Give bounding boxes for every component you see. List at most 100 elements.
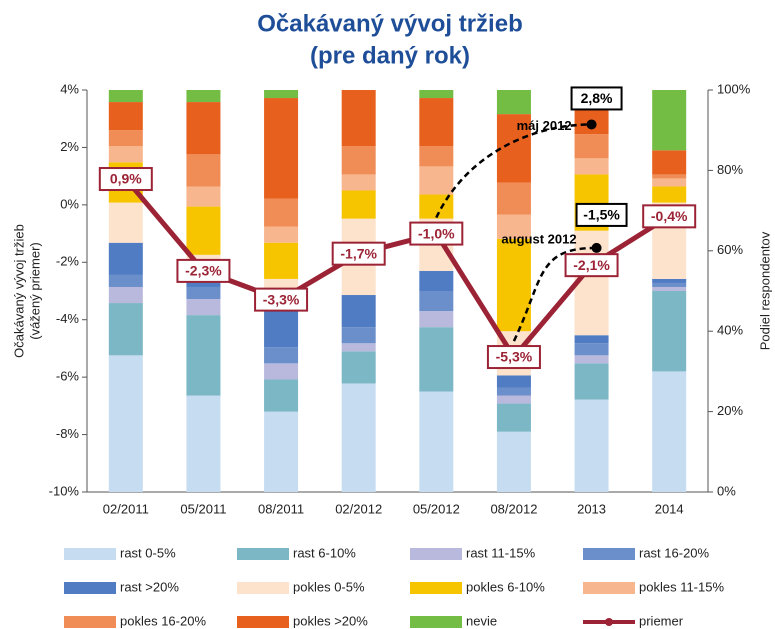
- y-tick-label: -6%: [56, 369, 80, 384]
- x-tick-label: 02/2012: [335, 501, 382, 516]
- legend-swatch: [583, 582, 635, 594]
- legend-swatch: [64, 616, 116, 628]
- annotation-dot: [591, 242, 602, 253]
- x-tick-label: 2014: [655, 501, 684, 516]
- bar-segment: [652, 90, 687, 151]
- legend-label: rast 16-20%: [639, 545, 710, 560]
- bar-segment: [186, 315, 221, 396]
- data-label-box: [486, 345, 541, 370]
- annotation-curve: [435, 123, 592, 219]
- bar-segment: [108, 242, 143, 275]
- bar-segment: [652, 291, 687, 372]
- bar-segment: [186, 395, 221, 492]
- y2-tick-label: 100%: [717, 81, 751, 96]
- data-label-box: [176, 258, 231, 283]
- bar-segment: [108, 303, 143, 356]
- data-label-box: [564, 253, 619, 278]
- data-label: -0,4%: [651, 208, 688, 224]
- bar-segment: [186, 154, 221, 187]
- annotation-label: 2,8%: [581, 90, 613, 106]
- data-label: -3,3%: [263, 291, 300, 307]
- legend-label: priemer: [639, 613, 684, 628]
- x-tick-label: 05/2012: [413, 501, 460, 516]
- bar-segment: [496, 182, 531, 215]
- bar-segment: [264, 242, 299, 279]
- data-label-box: [331, 241, 386, 266]
- bar-segment: [419, 146, 454, 167]
- bar-segment: [108, 146, 143, 163]
- y-tick-label: 4%: [60, 81, 79, 96]
- x-tick-label: 02/2011: [103, 501, 149, 516]
- data-label-box: [409, 221, 464, 246]
- data-label-box: [98, 167, 153, 192]
- bar-segment: [108, 355, 143, 492]
- legend-label: rast 11-15%: [466, 545, 536, 560]
- y-tick-label: -8%: [56, 426, 80, 441]
- bar-segment: [496, 403, 531, 432]
- bar-segment: [574, 363, 609, 400]
- annotation-text: august 2012: [501, 231, 576, 246]
- bar-segment: [264, 347, 299, 364]
- bar-segment: [496, 387, 531, 396]
- bar-segment: [652, 282, 687, 287]
- bar-segment: [419, 270, 454, 291]
- bar-segment: [574, 355, 609, 364]
- legend-label: rast >20%: [120, 579, 179, 594]
- bar-segment: [652, 278, 687, 283]
- x-tick-label: 2013: [577, 501, 606, 516]
- annotation-dot: [586, 119, 597, 130]
- bar-segment: [496, 431, 531, 492]
- chart-title: (pre daný rok): [310, 42, 470, 69]
- bar-segment: [496, 214, 531, 239]
- bar-segment: [574, 343, 609, 356]
- y-axis-title: Očakávaný vývoj tržieb: [11, 224, 26, 358]
- bar-segment: [108, 102, 143, 131]
- x-tick-label: 08/2012: [490, 501, 537, 516]
- legend-swatch: [410, 582, 462, 594]
- annotation-curve: [512, 246, 597, 342]
- annotation-text: máj 2012: [517, 118, 572, 133]
- legend-label: pokles 11-15%: [639, 579, 724, 594]
- legend-swatch: [410, 616, 462, 628]
- bar-segment: [264, 90, 299, 99]
- x-tick-label: 08/2011: [258, 501, 304, 516]
- bar-segment: [652, 178, 687, 187]
- y-tick-label: -4%: [56, 311, 80, 326]
- bar-segment: [574, 158, 609, 175]
- bar-segment: [186, 206, 221, 255]
- legend-swatch: [64, 582, 116, 594]
- bar-segment: [419, 166, 454, 195]
- bar-segment: [186, 299, 221, 316]
- bar-segment: [419, 291, 454, 312]
- bar-segment: [186, 286, 221, 300]
- y-tick-label: 2%: [60, 139, 79, 154]
- legend-label: pokles 6-10%: [466, 579, 545, 594]
- bar-segment: [264, 411, 299, 492]
- legend-swatch: [64, 548, 116, 560]
- y2-axis-title: Podiel respondentov: [757, 231, 772, 350]
- bar-segment: [419, 90, 454, 99]
- bar-segment: [341, 351, 376, 384]
- bar-segment: [496, 238, 531, 332]
- bar-segment: [264, 363, 299, 380]
- legend-swatch: [583, 548, 635, 560]
- legend-label: pokles 16-20%: [120, 613, 206, 628]
- y-tick-label: -10%: [49, 483, 80, 498]
- bar-segment: [186, 102, 221, 155]
- y2-tick-label: 40%: [717, 323, 743, 338]
- annotation-label: -1,5%: [583, 207, 620, 223]
- bar-segment: [264, 198, 299, 227]
- chart-title: Očakávaný vývoj tržieb: [257, 10, 522, 37]
- bar-segment: [419, 327, 454, 392]
- legend-swatch: [237, 548, 289, 560]
- bar-segment: [341, 90, 376, 147]
- annotation-box: [575, 202, 628, 227]
- legend-label: rast 0-5%: [120, 545, 176, 560]
- legend-label: nevie: [466, 613, 497, 628]
- x-tick-label: 05/2011: [180, 501, 226, 516]
- bar-segment: [341, 146, 376, 175]
- bar-segment: [574, 134, 609, 159]
- bar-segment: [652, 371, 687, 492]
- data-label-box: [642, 204, 697, 229]
- bar-segment: [108, 90, 143, 103]
